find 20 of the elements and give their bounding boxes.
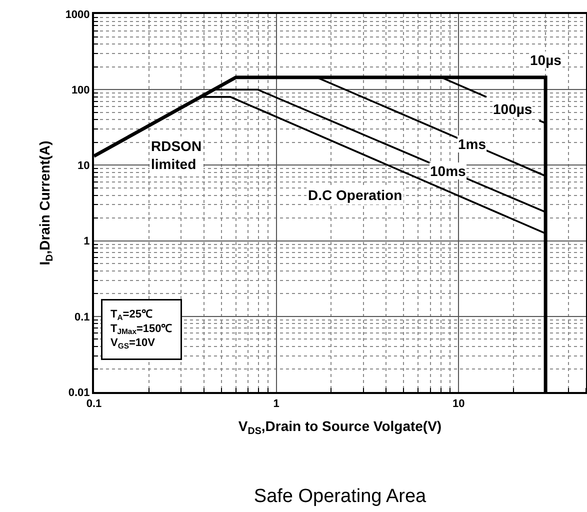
annotation: RDSON limited bbox=[151, 138, 202, 172]
y-tick-label: 100 bbox=[71, 84, 90, 96]
y-tick-label: 0.1 bbox=[74, 311, 90, 324]
y-tick-label: 1000 bbox=[65, 8, 90, 21]
x-tick-label: 1 bbox=[273, 398, 280, 410]
annotation: 100µs bbox=[493, 101, 532, 117]
y-tick-label: 0.01 bbox=[68, 386, 90, 399]
text: Safe Operating Area bbox=[254, 486, 427, 507]
annotation: D.C Operation bbox=[308, 187, 402, 203]
annotation: 10µs bbox=[530, 52, 562, 68]
y-tick-label: 10 bbox=[78, 160, 90, 172]
annotation: T$_{JMax}$=150℃ bbox=[110, 322, 172, 336]
annotation: 10ms bbox=[430, 163, 466, 179]
x-tick-label: 10 bbox=[452, 398, 465, 410]
x-tick-label: 0.1 bbox=[86, 398, 102, 410]
y-tick-label: 1 bbox=[84, 236, 90, 248]
x-axis-title: V$_{DS}$,Drain to Source Volgate(V) bbox=[238, 418, 442, 437]
annotation: T$_{A}$=25℃ bbox=[110, 308, 152, 322]
annotation: V$_{GS}$=10V bbox=[110, 337, 156, 350]
annotation: 1ms bbox=[458, 136, 486, 152]
